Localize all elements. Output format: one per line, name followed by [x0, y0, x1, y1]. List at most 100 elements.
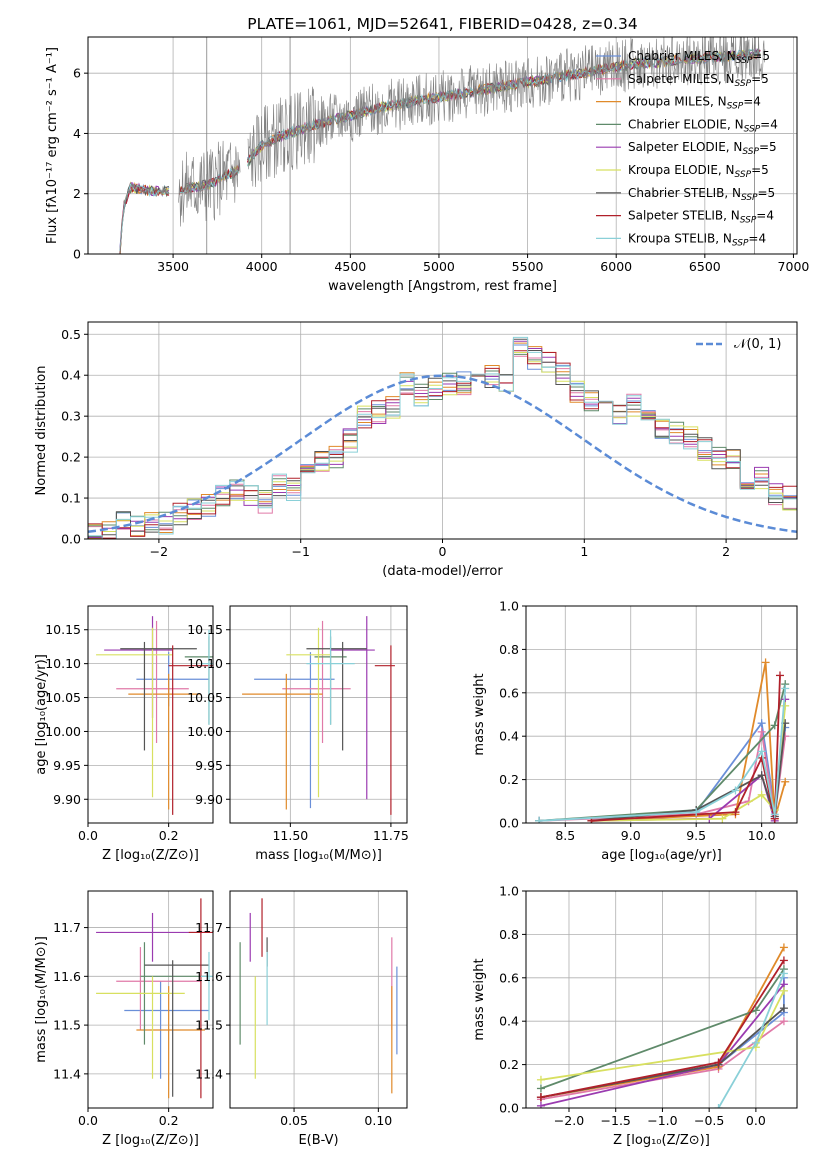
x-tick-label: −1.5 [601, 1113, 631, 1128]
y-tick-label: 0.5 [61, 327, 81, 342]
y-tick-label: 0.3 [61, 409, 81, 424]
x-axis-label: mass [log₁₀(M/M⊙)] [255, 848, 382, 863]
x-axis-label: wavelength [Angstrom, rest frame] [328, 279, 557, 294]
x-axis-label: E(B-V) [298, 1133, 338, 1148]
data-point [535, 816, 544, 823]
legend-entry: Kroupa ELODIE, NSSP=5 [628, 163, 769, 180]
y-tick-label: 9.90 [53, 792, 81, 807]
legend-entry: Salpeter STELIB, NSSP=4 [628, 209, 774, 226]
legend-entry: Chabrier STELIB, NSSP=5 [628, 186, 775, 203]
errorbar-salpeter-elodie [96, 912, 209, 962]
y-tick-label: 11.5 [53, 1018, 81, 1033]
x-tick-label: −1.0 [647, 1113, 677, 1128]
plot-area [119, 37, 766, 254]
histogram-salpeter-stelib [88, 350, 797, 539]
weight-line-salpeter-stelib [591, 675, 781, 822]
y-tick-label: 9.90 [195, 792, 223, 807]
x-tick-label: −2.0 [554, 1113, 584, 1128]
legend-entry: Kroupa STELIB, NSSP=4 [628, 231, 766, 248]
plot-area [96, 898, 213, 1099]
y-tick-label: 10.15 [187, 622, 223, 637]
y-tick-label: 10.00 [187, 724, 223, 739]
legend-entry: Salpeter ELODIE, NSSP=5 [628, 140, 777, 157]
plot-area [96, 616, 213, 815]
weight-line-kroupa-stelib [539, 688, 787, 822]
normal-curve [88, 374, 797, 534]
x-tick-label: 8.5 [555, 828, 575, 843]
y-axis-label: age [log₁₀(age/yr)] [34, 654, 49, 775]
gridlines [526, 605, 797, 824]
x-tick-label: 4500 [334, 259, 366, 274]
y-tick-label: 4 [73, 126, 81, 141]
x-tick-label: 9.5 [686, 828, 706, 843]
errorbar-kroupa-stelib [200, 951, 213, 1021]
x-tick-label: 11.75 [373, 828, 409, 843]
y-tick-label: 0.4 [61, 368, 81, 383]
data-point [761, 658, 770, 667]
data-point [757, 727, 766, 736]
axes-frame [229, 890, 408, 1109]
legend-entry: 𝒩(0, 1) [734, 337, 781, 352]
data-point [781, 777, 790, 786]
panel-residuals: −2 −1 0 1 2 0.0 0.1 0.2 0.3 0.4 0.5 (data-model)/er… [34, 321, 798, 579]
y-tick-label: 0.2 [499, 772, 519, 787]
data-point [692, 808, 701, 817]
y-tick-label: 10.05 [45, 690, 81, 705]
y-tick-label: 0.0 [499, 1101, 519, 1116]
legend-entry: Chabrier MILES, NSSP=5 [628, 49, 770, 66]
legend-entry: Chabrier ELODIE, NSSP=4 [628, 117, 778, 134]
x-tick-label: 2 [722, 544, 730, 559]
data-point [779, 969, 788, 978]
y-tick-label: 0 [73, 247, 81, 262]
errorbar-kroupa-elodie [286, 627, 331, 798]
y-tick-label: 0.6 [499, 685, 519, 700]
errorbar-kroupa-miles [136, 986, 205, 1099]
x-tick-label: 0.10 [364, 1113, 392, 1128]
x-tick-label: 9.0 [621, 828, 641, 843]
errorbar-kroupa-miles [242, 673, 323, 810]
x-tick-label: 3500 [157, 259, 189, 274]
y-tick-label: 0.8 [499, 927, 519, 942]
y-tick-label: 6 [73, 66, 81, 81]
data-point [751, 1038, 760, 1047]
axes-frame [87, 605, 214, 824]
x-tick-label: −1 [291, 544, 309, 559]
errorbar-salpeter-elodie [104, 616, 173, 718]
data-point [536, 1084, 545, 1093]
data-point [779, 1017, 788, 1026]
plot-area [88, 336, 797, 539]
y-tick-label: 10.15 [45, 622, 81, 637]
axes-frame [87, 36, 798, 255]
weight-line-kroupa-miles [591, 662, 787, 822]
panel-age-vs-z: 0.0 0.2 9.90 9.95 10.00 10.05 10.10 10.15 Z [log… [34, 605, 214, 863]
data-point [775, 671, 784, 680]
data-spectrum-line [119, 37, 766, 254]
axes-frame [525, 890, 798, 1109]
y-tick-label: 0.0 [499, 816, 519, 831]
x-axis-label: Z [log₁₀(Z/Z⊙)] [613, 1133, 710, 1148]
y-tick-label: 11.4 [195, 1066, 223, 1081]
data-point [536, 1075, 545, 1084]
data-point [757, 719, 766, 728]
x-tick-label: 0 [439, 544, 447, 559]
x-axis-label: Z [log₁₀(Z/Z⊙)] [102, 848, 199, 863]
y-tick-label: 11.7 [195, 920, 223, 935]
gridlines [88, 322, 797, 540]
x-axis-label: age [log₁₀(age/yr)] [601, 848, 722, 863]
y-tick-label: 0.8 [499, 642, 519, 657]
x-tick-label: 11.50 [272, 828, 308, 843]
y-tick-label: 11.6 [53, 969, 81, 984]
panel-mass-weight-vs-z: −2.0 −1.5 −1.0 −0.5 0.0 0.0 0.2 0.4 0.6 0.8 1.0 Z [… [472, 884, 798, 1148]
data-point [536, 1101, 545, 1108]
errorbar-kroupa-miles [128, 673, 201, 810]
data-point [781, 684, 790, 693]
weight-line-chabrier-stelib [591, 723, 787, 822]
legend-entry: Salpeter MILES, NSSP=5 [628, 72, 769, 89]
x-tick-label: 7000 [778, 259, 810, 274]
x-tick-label: 6500 [689, 259, 721, 274]
errorbar-kroupa-stelib [306, 629, 355, 725]
y-axis-label: Flux [fλ10⁻¹⁷ erg cm⁻² s⁻¹ A⁻¹] [45, 47, 60, 244]
y-tick-label: 1.0 [499, 884, 519, 899]
y-tick-label: 10.00 [45, 724, 81, 739]
y-axis-label: mass weight [472, 673, 487, 755]
